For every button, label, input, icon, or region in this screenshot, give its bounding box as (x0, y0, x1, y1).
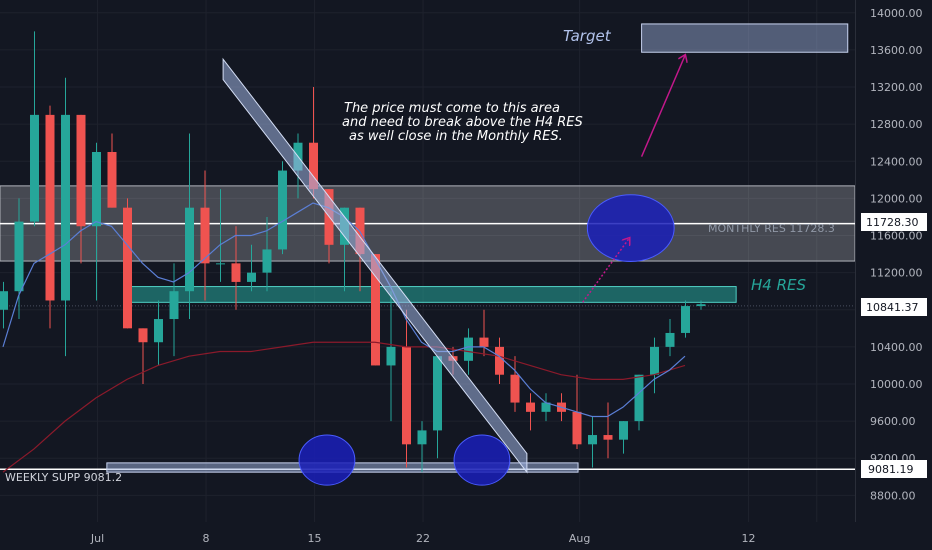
time-tick-label: Aug (569, 532, 590, 545)
candle-body (433, 356, 442, 431)
price-tick-label: 12800.00 (870, 118, 923, 131)
note-line-1: The price must come to this area (344, 101, 560, 116)
candle-body (169, 291, 179, 320)
price-tick-label: 12400.00 (870, 155, 923, 168)
candle-body (464, 337, 473, 361)
candle-body (665, 332, 675, 347)
h4-res-zone (123, 286, 737, 303)
candle-body (107, 152, 117, 208)
arrow-to-target (640, 55, 685, 157)
monthly-res-badge: 11728.30 (861, 213, 927, 231)
candle-body (30, 114, 39, 222)
candle-body (262, 249, 272, 273)
price-tick-label: 11200.00 (870, 267, 923, 280)
candle-body (696, 304, 706, 307)
candle-body (541, 402, 551, 412)
candle-body (386, 346, 396, 366)
price-tick-label: 10400.00 (870, 341, 923, 354)
candle-body (14, 221, 24, 292)
weekly-supp-badge-text: 9081.19 (868, 463, 914, 476)
candle-body (138, 328, 148, 343)
note-line-2: and need to break above the H4 RES (342, 115, 583, 130)
candle-body (402, 346, 411, 445)
time-tick-label: 8 (203, 532, 210, 545)
price-tick-label: 12000.00 (870, 192, 923, 205)
h4-res-label: H4 RES (751, 276, 806, 294)
arrow-to-monthly-res (582, 238, 630, 303)
candle-body (76, 114, 86, 227)
target-label: Target (563, 27, 612, 45)
weekly-supp-badge: 9081.19 (861, 460, 927, 478)
price-tick-label: 8800.00 (870, 489, 916, 502)
candle-body (650, 346, 659, 375)
time-tick-label: Jul (90, 532, 104, 545)
descending-channel (222, 57, 528, 474)
candle-body (123, 207, 132, 329)
monthly-res-label: MONTHLY RES 11728.3 (708, 222, 835, 235)
candle-body (495, 346, 504, 375)
drawing-overlays (222, 55, 685, 486)
candle-body (309, 142, 318, 190)
candle-body (278, 170, 287, 250)
candle-body (588, 435, 597, 445)
time-tick-label: 15 (308, 532, 322, 545)
candle-body (634, 374, 644, 422)
candle-body (185, 207, 194, 292)
candle-body (603, 435, 613, 440)
candle-body (417, 430, 427, 445)
candle-body (479, 337, 489, 347)
candle-body (526, 402, 535, 412)
candle-body (154, 319, 163, 343)
candle-body (510, 374, 520, 403)
zones-layer (0, 23, 856, 473)
candle-body (200, 207, 210, 264)
highlight-ellipse-3 (586, 194, 675, 263)
last-price-badge: 10841.37 (861, 298, 927, 316)
time-tick-label: 12 (742, 532, 756, 545)
candle-body (247, 272, 256, 282)
candle-body (681, 306, 690, 333)
price-tick-label: 14000.00 (870, 7, 923, 20)
price-tick-label: 11600.00 (870, 230, 923, 243)
candle-body (572, 411, 582, 445)
price-tick-label: 13200.00 (870, 81, 923, 94)
monthly-res-badge-text: 11728.30 (866, 216, 919, 229)
price-tick-label: 9600.00 (870, 415, 916, 428)
candle-body (61, 114, 70, 301)
price-tick-label: 13600.00 (870, 44, 923, 57)
weekly-supp-label: WEEKLY SUPP 9081.2 (5, 471, 122, 484)
time-tick-label: 22 (416, 532, 430, 545)
price-tick-label: 10000.00 (870, 378, 923, 391)
candle-body (0, 291, 8, 310)
sma-slow-line (2, 341, 686, 473)
candle-body (371, 254, 380, 366)
candle-body (92, 152, 101, 227)
candle-body (216, 263, 225, 265)
note-line-3: as well close in the Monthly RES. (349, 129, 563, 144)
last-price-badge-text: 10841.37 (866, 301, 919, 314)
candle-body (231, 263, 241, 282)
candle-body (45, 114, 55, 301)
highlight-ellipse-1 (298, 434, 356, 486)
time-axis[interactable]: 4Jul81522Aug12 (0, 532, 756, 545)
highlight-ellipse-2 (453, 434, 511, 486)
target-zone (641, 23, 849, 53)
candle-body (619, 421, 628, 440)
